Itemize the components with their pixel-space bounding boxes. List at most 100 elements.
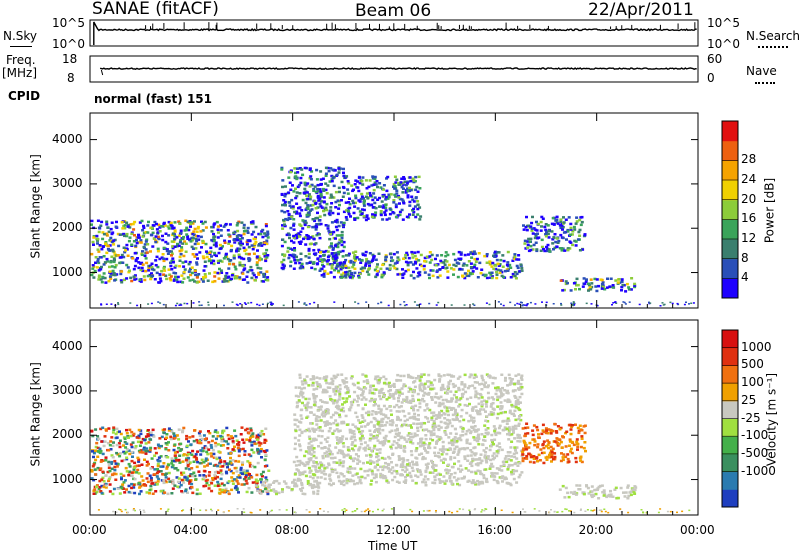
velocity-cell [327,482,331,486]
power-cell [388,212,392,216]
velocity-cell [330,377,334,381]
velocity-cell [512,477,516,481]
power-cell [520,269,524,272]
velocity-cell [137,434,141,438]
velocity-cell [411,397,415,401]
power-cell [554,240,558,244]
velocity-cell [373,377,377,381]
velocity-cell [459,425,463,429]
power-cell [145,251,149,254]
velocity-cell [433,475,437,479]
power-cell [531,248,535,251]
power-cell [511,272,515,276]
power-cell [144,240,148,243]
velocity-cell [434,464,438,467]
velocity-cell [345,454,348,457]
velocity-cell [393,475,397,479]
power-cell [96,242,99,245]
power-cell [99,224,103,227]
velocity-cell [382,375,386,378]
velocity-cell [366,410,370,414]
power-cell [345,218,349,221]
velocity-cell [147,441,151,444]
velocity-cell [374,388,378,391]
power-cell [188,269,192,272]
velocity-cell [419,375,423,379]
power-cell [292,256,296,259]
near-range-cell [354,301,357,303]
power-cell [368,267,371,270]
power-cell [159,279,163,283]
velocity-cell [397,396,400,400]
velocity-cell [316,383,320,386]
power-cell [162,246,166,250]
velocity-cell [318,429,322,432]
velocity-cell [99,460,103,463]
velocity-cell [108,443,112,447]
velocity-cell [316,470,320,473]
power-cell [296,258,300,262]
velocity-cell [376,439,380,442]
velocity-cell [403,399,407,402]
velocity-cell [374,436,378,439]
velocity-cell [177,428,181,431]
velocity-cell [92,455,95,459]
velocity-cell [379,391,383,394]
power-cell [296,171,300,174]
power-cell [141,269,145,273]
power-cell [125,243,129,247]
velocity-cell [416,429,420,432]
velocity-cell [517,424,521,427]
velocity-cell [298,373,302,377]
power-cell [363,266,366,270]
velocity-cell [264,480,268,483]
velocity-cell [497,442,501,445]
power-cell [373,268,377,272]
near-range-cell [405,304,408,306]
power-cell [532,227,536,230]
velocity-cell [294,464,298,467]
power-cell [465,274,469,277]
power-cell [131,257,135,260]
power-cell [144,257,148,260]
power-cell [301,227,305,230]
velocity-cell [346,391,350,394]
velocity-cell [516,436,520,439]
power-cell [96,258,100,261]
power-cell [365,257,369,261]
power-cell [406,261,410,264]
velocity-cell [408,471,412,475]
near-range-cell [514,304,516,306]
near-range-cell [179,303,182,305]
power-cell [230,248,233,252]
power-cell [331,176,335,180]
power-cell [241,242,244,246]
velocity-cell [375,452,379,456]
velocity-cell [273,480,277,483]
power-cell [238,263,242,267]
power-cell [553,246,557,250]
power-cell [319,193,323,196]
power-cell [219,224,222,227]
velocity-cell [443,405,447,408]
velocity-cell [331,456,335,460]
near-range-cell [117,303,120,306]
velocity-cell [434,392,438,395]
power-cell [405,215,409,219]
velocity-cell [335,428,339,431]
velocity-cell [350,435,354,438]
velocity-cell [159,470,163,473]
power-cell [303,223,307,227]
power-cell [217,231,220,234]
power-cell [401,199,405,203]
velocity-cell [438,416,442,419]
velocity-cell [382,413,386,416]
power-cell [319,178,323,181]
velocity-cell [487,396,491,400]
power-cell [136,257,139,260]
power-cell [245,243,249,246]
velocity-cell [221,431,224,435]
power-cell [170,240,174,243]
power-cell [397,196,401,199]
velocity-cell [193,455,197,458]
